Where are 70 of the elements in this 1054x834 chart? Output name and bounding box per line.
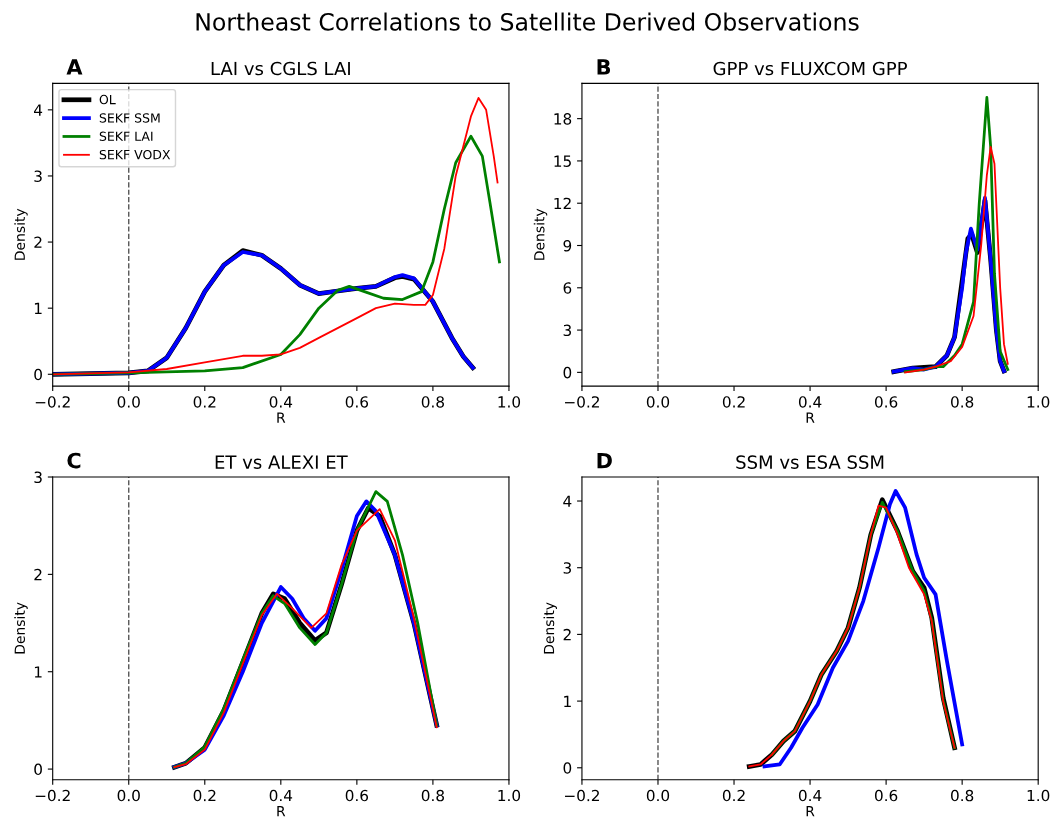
y-tick-label: 1	[34, 666, 42, 678]
y-tick-label: 0	[34, 763, 42, 776]
x-tick-label: 0.0	[646, 396, 670, 408]
chart-title: ET vs ALEXI ET	[215, 455, 348, 469]
x-tick-label: 0.6	[345, 396, 369, 408]
x-tick-label: −0.2	[35, 396, 70, 408]
x-tick-label: 0.6	[874, 396, 898, 408]
y-tick-label: 3	[563, 324, 571, 337]
legend-label: OL	[99, 94, 116, 105]
y-tick-label: 2	[563, 628, 571, 641]
x-tick-label: 0.8	[951, 396, 974, 408]
y-tick-label: 2	[34, 236, 42, 248]
x-tick-label: 0.2	[722, 396, 745, 408]
y-axis-title: Density	[543, 602, 557, 654]
x-tick-label: −0.2	[565, 789, 599, 802]
y-tick-label: 0	[563, 762, 572, 774]
x-tick-label: 0.2	[722, 789, 745, 802]
x-tick-label: 0.2	[193, 789, 216, 802]
text: Northeast Correlations to Satellite Derived Observations	[196, 12, 859, 31]
x-tick-label: 1.0	[498, 396, 521, 408]
x-tick-label: 0.6	[345, 789, 369, 802]
y-tick-label: 2	[34, 568, 42, 581]
legend-label: SEKF VODX	[99, 149, 171, 160]
y-axis-title: Density	[14, 208, 28, 260]
x-tick-label: 0.4	[798, 789, 822, 802]
text: A	[66, 59, 83, 75]
y-tick-label: 3	[34, 471, 42, 484]
x-tick-label: 0.2	[193, 396, 216, 408]
x-tick-label: 0.8	[951, 789, 974, 802]
y-axis-title: Density	[533, 208, 548, 260]
legend-label: SEKF SSM	[99, 113, 160, 123]
y-tick-label: 1	[564, 695, 571, 707]
x-tick-label: 0.0	[646, 789, 670, 802]
x-tick-label: 0.6	[874, 789, 898, 802]
x-tick-label: −0.2	[35, 789, 70, 802]
y-tick-label: 9	[563, 239, 572, 252]
y-tick-label: 4	[563, 495, 572, 507]
y-tick-label: 1	[34, 302, 42, 314]
y-axis-title: Density	[14, 602, 28, 654]
x-tick-label: 0.8	[421, 789, 445, 802]
x-tick-label: 1.0	[1027, 396, 1050, 408]
x-tick-label: 0.4	[798, 396, 822, 408]
y-tick-label: 3	[34, 170, 42, 182]
x-axis-title: R	[806, 412, 815, 423]
x-tick-label: 0.0	[117, 396, 140, 408]
y-tick-label: 0	[563, 366, 572, 379]
y-tick-label: 6	[563, 282, 572, 294]
chart-title: LAI vs CGLS LAI	[211, 61, 350, 76]
text: C	[67, 452, 81, 469]
x-tick-label: 0.4	[269, 789, 293, 802]
y-tick-label: 3	[563, 562, 571, 574]
legend-label: SEKF LAI	[99, 131, 153, 142]
x-tick-label: 1.0	[498, 789, 521, 802]
x-tick-label: 0.0	[117, 789, 140, 802]
x-tick-label: 1.0	[1027, 789, 1050, 802]
x-tick-label: 0.4	[269, 396, 293, 408]
chart-title: GPP vs FLUXCOM GPP	[713, 61, 907, 76]
text: D	[597, 452, 612, 469]
x-axis-title: R	[277, 806, 286, 817]
x-axis-title: R	[806, 806, 815, 817]
y-tick-label: 18	[554, 113, 572, 125]
text: B	[597, 59, 611, 75]
y-tick-label: 4	[34, 104, 43, 116]
y-tick-label: 0	[34, 368, 42, 381]
x-tick-label: −0.2	[565, 396, 599, 408]
y-tick-label: 15	[554, 155, 571, 167]
x-axis-title: R	[277, 412, 286, 423]
x-tick-label: 0.8	[421, 396, 445, 408]
chart-title: SSM vs ESA SSM	[736, 455, 884, 469]
y-tick-label: 12	[554, 197, 571, 210]
